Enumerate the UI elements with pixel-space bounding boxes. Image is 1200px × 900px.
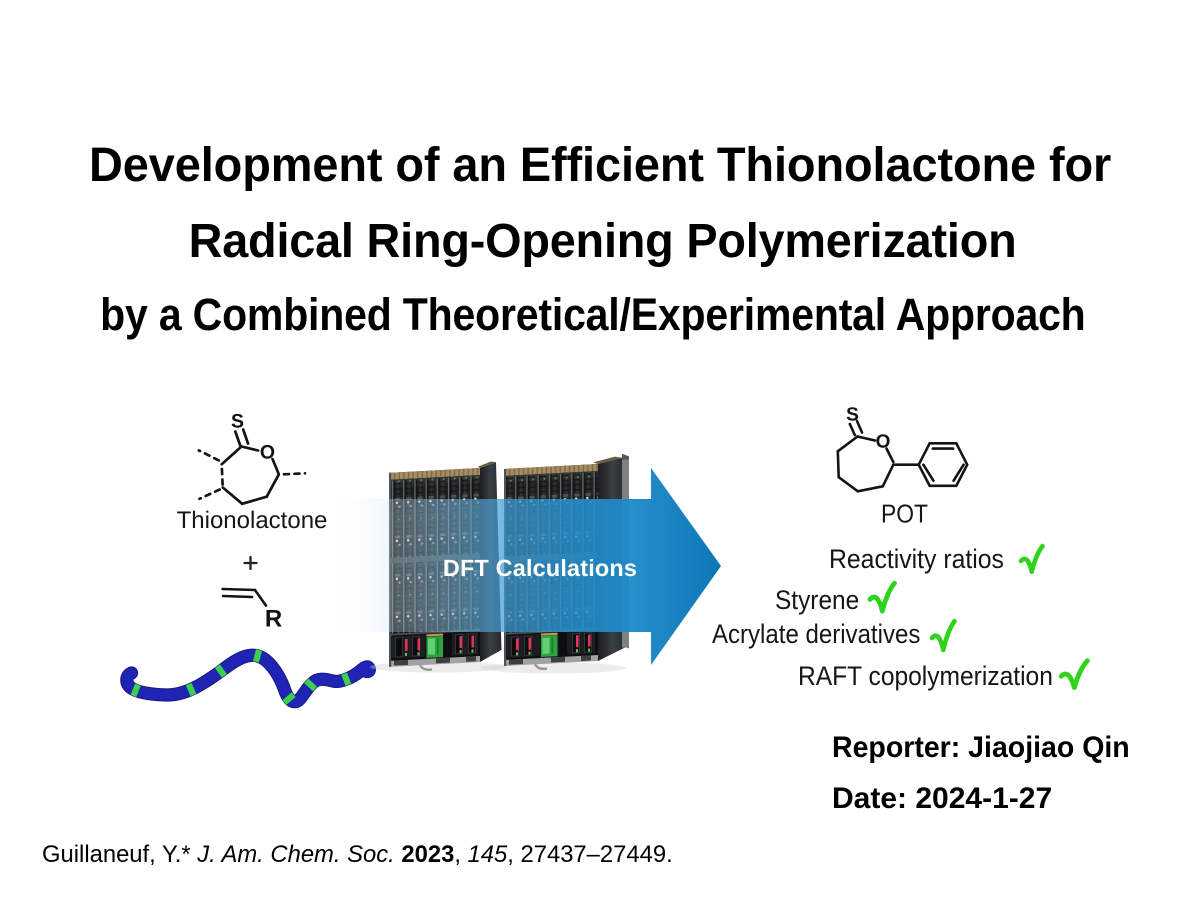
svg-text:POT: POT <box>881 499 928 529</box>
svg-text:DFT Calculations: DFT Calculations <box>443 555 637 581</box>
svg-text:S: S <box>846 405 859 426</box>
svg-text:O: O <box>260 442 275 464</box>
svg-text:O: O <box>876 432 891 453</box>
svg-text:Thionolactone: Thionolactone <box>177 507 328 534</box>
svg-text:R: R <box>265 606 282 633</box>
svg-text:S: S <box>231 411 244 433</box>
